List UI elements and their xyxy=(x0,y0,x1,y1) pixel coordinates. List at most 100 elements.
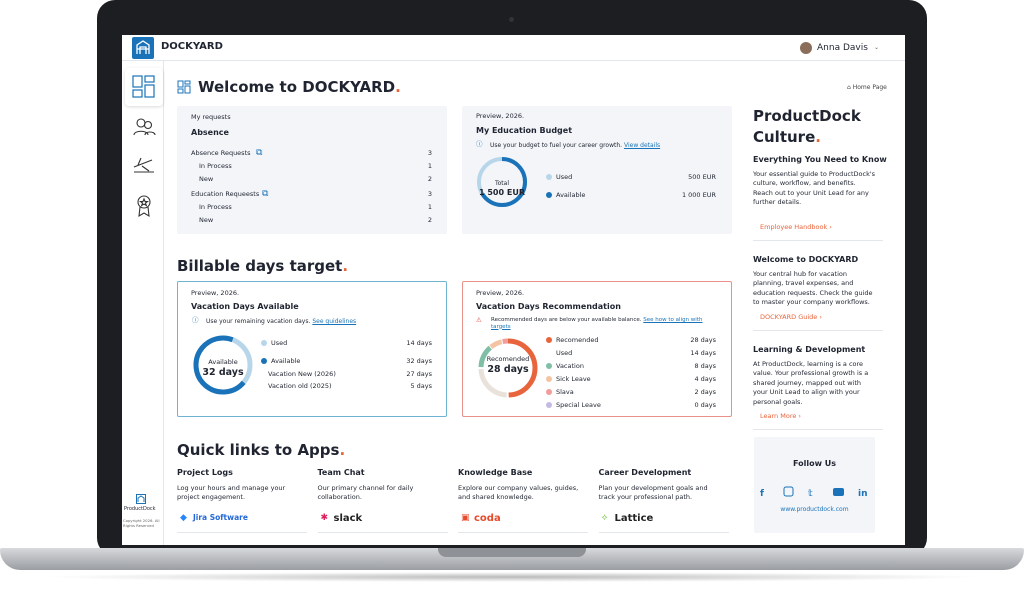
social-icons[interactable]: f 𝕥 in xyxy=(758,485,873,499)
card-title: Vacation Days Recommendation xyxy=(476,302,621,311)
breadcrumb-text[interactable]: Home Page xyxy=(852,84,887,91)
item-value: 1 xyxy=(427,162,432,170)
app-logo[interactable]: Jira Software xyxy=(193,513,248,522)
section-divider xyxy=(753,429,883,430)
camera xyxy=(509,17,514,22)
note-link[interactable]: See how to align with targets xyxy=(491,317,703,330)
section-link[interactable]: Employee Handbook › xyxy=(760,223,832,231)
budget-card xyxy=(462,106,732,234)
nav-education[interactable] xyxy=(134,194,154,218)
app-divider xyxy=(317,532,448,533)
shape xyxy=(136,118,146,128)
breadcrumb: ⌂ Home Page xyxy=(847,84,887,91)
app-divider xyxy=(177,532,307,533)
card-preview: Preview, 2026. xyxy=(476,289,525,297)
ring-value: 32 days xyxy=(202,367,244,378)
row-label: Sick Leave xyxy=(556,375,591,383)
shape xyxy=(477,157,527,207)
vacation-ring xyxy=(193,335,253,395)
title-icon xyxy=(177,80,191,94)
card-note: Use your budget to fuel your career grow… xyxy=(490,142,660,149)
app-title[interactable]: Project Logs xyxy=(177,468,233,477)
app-text: Plan your development goals and track yo… xyxy=(598,484,708,501)
website-link[interactable]: www.productdock.com xyxy=(780,506,849,513)
row-value: 2 days xyxy=(694,388,716,396)
app-logo[interactable]: coda xyxy=(474,513,501,524)
nav-people[interactable] xyxy=(132,115,156,139)
app-logo[interactable]: Lattice xyxy=(614,513,654,524)
app-logo-mark: ✱ xyxy=(320,513,329,523)
app-title[interactable]: Knowledge Base xyxy=(458,468,533,477)
brand: DOCKYARD xyxy=(161,41,223,52)
requests-card xyxy=(177,106,447,234)
shape xyxy=(144,84,155,98)
shape xyxy=(133,157,154,173)
legend-dot xyxy=(546,363,552,369)
note-link[interactable]: See guidelines xyxy=(312,318,357,325)
title-accent: . xyxy=(395,78,401,96)
app-logo-mark: ◆ xyxy=(180,513,187,523)
row-label: Vacation xyxy=(556,362,584,370)
note-link[interactable]: View details xyxy=(623,142,661,149)
nav-dashboard[interactable] xyxy=(131,74,157,100)
row-value: 32 days xyxy=(406,357,432,365)
shape xyxy=(177,88,184,94)
app-divider xyxy=(598,532,729,533)
legend-dot xyxy=(546,389,552,395)
note-text: Recommended days are below your availabl… xyxy=(491,317,642,323)
user-name[interactable]: Anna Davis xyxy=(817,43,868,53)
card-preview: Preview, 2026. xyxy=(476,112,525,120)
shape: f xyxy=(760,489,764,499)
section-link[interactable]: DOCKYARD Guide › xyxy=(760,313,822,321)
app-title[interactable]: Team Chat xyxy=(317,468,365,477)
section-text: Quick links to Apps xyxy=(177,441,340,459)
note-text: Use your remaining vacation days. xyxy=(206,318,311,325)
note-text: Use your budget to fuel your career grow… xyxy=(490,142,623,149)
app-text: Our primary channel for daily collaborat… xyxy=(317,484,414,501)
row-label: Vacation New (2026) xyxy=(268,370,336,378)
section-text: Your central hub for vacation planning, … xyxy=(753,270,873,307)
row-value: 4 days xyxy=(694,375,716,383)
shape xyxy=(132,75,143,88)
row-label: Recomended xyxy=(556,336,599,344)
shape xyxy=(136,494,146,504)
section-heading: Learning & Development xyxy=(753,345,866,354)
recommendation-card xyxy=(462,281,732,417)
shape: 𝕥 xyxy=(808,489,813,499)
avatar xyxy=(800,42,812,54)
shape xyxy=(137,195,151,209)
sidebar xyxy=(122,61,164,545)
nav-travel[interactable] xyxy=(132,155,156,175)
group-label[interactable]: Education Requeests xyxy=(191,190,260,198)
shape xyxy=(184,80,191,85)
shape xyxy=(144,131,156,136)
follow-title: Follow Us xyxy=(792,459,837,468)
row-value: 28 days xyxy=(690,336,716,344)
arrow: › xyxy=(817,313,822,321)
shape xyxy=(177,80,184,88)
row-label: Available xyxy=(271,357,301,365)
legend-dot xyxy=(546,192,552,198)
app-divider xyxy=(458,532,588,533)
app-title[interactable]: Career Development xyxy=(598,468,692,477)
row-value: 14 days xyxy=(406,339,432,347)
follow-box xyxy=(754,437,875,533)
logo-icon xyxy=(136,40,150,54)
row-value: 8 days xyxy=(694,362,716,370)
section-text: Your essential guide to ProductDock's cu… xyxy=(753,170,876,207)
shape xyxy=(478,338,538,398)
legend-dot xyxy=(546,376,552,382)
app-logo[interactable]: slack xyxy=(333,513,363,524)
group-label[interactable]: Absence Requests xyxy=(191,149,251,157)
card-title: Absence xyxy=(191,128,229,137)
card-preview: Preview, 2026. xyxy=(191,289,240,297)
footer-logo xyxy=(136,494,146,504)
app-logo-mark: ⟡ xyxy=(601,513,608,523)
shape xyxy=(143,120,153,130)
card-label: My requests xyxy=(191,113,231,121)
row-label: Used xyxy=(556,173,573,181)
row-label: Available xyxy=(556,191,586,199)
row-value: 27 days xyxy=(406,370,432,378)
section-link[interactable]: Learn More › xyxy=(760,412,802,420)
arrow: › xyxy=(796,412,802,420)
